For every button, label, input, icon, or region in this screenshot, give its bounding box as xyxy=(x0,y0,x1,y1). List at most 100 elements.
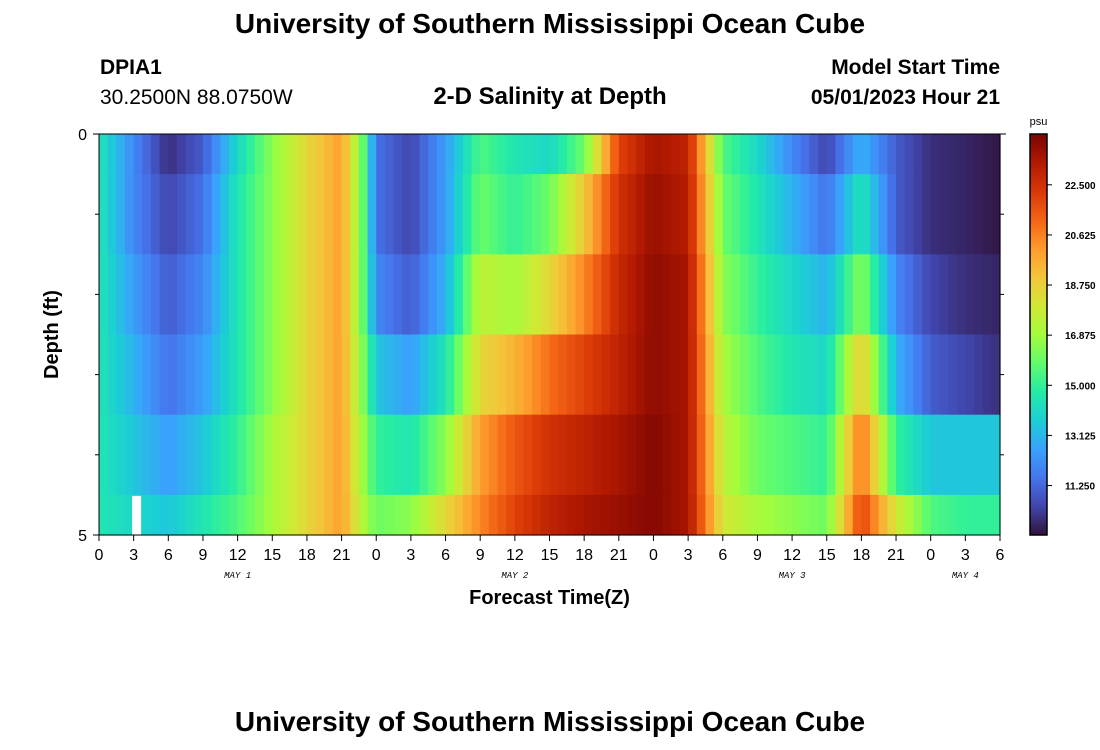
heatmap-cell xyxy=(939,174,949,255)
heatmap-cell xyxy=(549,414,559,496)
heatmap-cell xyxy=(627,414,637,496)
heatmap-cell xyxy=(679,494,689,536)
y-tick-label: 0 xyxy=(78,127,87,144)
heatmap-cell xyxy=(662,334,672,416)
heatmap-cell xyxy=(350,414,360,496)
heatmap-cell xyxy=(159,174,169,255)
heatmap-cell xyxy=(956,414,966,496)
heatmap-cell xyxy=(757,174,767,255)
heatmap-cell xyxy=(436,174,447,255)
heatmap-cell xyxy=(116,174,126,255)
heatmap-cell xyxy=(506,254,516,336)
heatmap-cell xyxy=(644,414,655,496)
heatmap-cell xyxy=(445,414,455,496)
day-label: MAY 2 xyxy=(501,571,529,581)
day-label: MAY 3 xyxy=(779,571,807,581)
colorbar-tick-label: 20.625 xyxy=(1065,231,1096,242)
heatmap-cell xyxy=(922,254,932,336)
x-tick-label: 21 xyxy=(887,547,905,564)
heatmap-cell xyxy=(341,174,351,255)
heatmap-cell xyxy=(610,494,620,536)
heatmap-cell xyxy=(575,334,585,416)
heatmap-cell xyxy=(220,414,230,496)
heatmap-cell xyxy=(974,414,984,496)
heatmap-cell xyxy=(774,494,785,536)
heatmap-cell xyxy=(306,254,317,336)
heatmap-cell xyxy=(289,414,299,496)
heatmap-cell xyxy=(861,494,871,536)
heatmap-cell xyxy=(124,174,135,255)
heatmap-cell xyxy=(168,174,178,255)
heatmap-cell xyxy=(740,134,750,175)
heatmap-cell xyxy=(176,334,187,416)
heatmap-cell xyxy=(376,134,386,175)
heatmap-cell xyxy=(428,134,438,175)
heatmap-cell xyxy=(246,254,256,336)
heatmap-cell xyxy=(974,334,984,416)
heatmap-cell xyxy=(384,494,395,536)
heatmap-cell xyxy=(930,134,940,175)
heatmap-cell xyxy=(714,494,724,536)
heatmap-cell xyxy=(991,174,1001,255)
heatmap-cell xyxy=(367,174,377,255)
heatmap-cell xyxy=(878,134,888,175)
heatmap-cell xyxy=(844,414,854,496)
heatmap-cell xyxy=(852,254,862,336)
heatmap-cell xyxy=(497,134,507,175)
heatmap-cell xyxy=(748,334,759,416)
x-tick-label: 3 xyxy=(684,547,693,564)
x-tick-label: 6 xyxy=(718,547,727,564)
heatmap-cell xyxy=(142,254,152,336)
heatmap-cell xyxy=(306,134,317,175)
heatmap-cell xyxy=(202,334,213,416)
heatmap-cell xyxy=(514,134,525,175)
heatmap-cell xyxy=(930,414,940,496)
heatmap-cell xyxy=(514,174,525,255)
heatmap-cell xyxy=(428,174,438,255)
heatmap-cell xyxy=(939,494,949,536)
heatmap-cell xyxy=(428,494,438,536)
heatmap-cell xyxy=(220,254,230,336)
heatmap-cell xyxy=(731,334,741,416)
heatmap-cell xyxy=(341,414,351,496)
heatmap-cell xyxy=(289,134,299,175)
heatmap-cell xyxy=(835,334,845,416)
heatmap-cell xyxy=(887,254,897,336)
heatmap-cell xyxy=(497,254,507,336)
heatmap-cell xyxy=(246,134,256,175)
heatmap-cell xyxy=(870,134,880,175)
heatmap-cell xyxy=(332,494,343,536)
page-title: University of Southern Mississippi Ocean… xyxy=(234,8,866,39)
heatmap-cell xyxy=(896,494,906,536)
heatmap-cell xyxy=(168,494,178,536)
heatmap-cell xyxy=(800,494,810,536)
heatmap-cell xyxy=(480,174,490,255)
heatmap-cell xyxy=(332,174,343,255)
heatmap-cell xyxy=(627,134,637,175)
heatmap-cell xyxy=(384,414,395,496)
heatmap-cell xyxy=(367,414,377,496)
heatmap-cell xyxy=(480,494,490,536)
heatmap-cell xyxy=(662,134,672,175)
heatmap-cell xyxy=(454,174,464,255)
heatmap-cell xyxy=(904,494,914,536)
heatmap-cell xyxy=(332,134,343,175)
heatmap-cell xyxy=(982,494,992,536)
heatmap-cell xyxy=(540,334,551,416)
heatmap-cell xyxy=(575,414,585,496)
heatmap-cell xyxy=(948,334,958,416)
heatmap-cell xyxy=(679,134,689,175)
x-tick-label: 3 xyxy=(406,547,415,564)
heatmap-cell xyxy=(367,134,377,175)
heatmap-cell xyxy=(670,414,681,496)
x-tick-label: 9 xyxy=(199,547,208,564)
heatmap-cell xyxy=(436,494,447,536)
heatmap-cell xyxy=(332,254,343,336)
heatmap-cell xyxy=(584,134,594,175)
heatmap-cell xyxy=(575,174,585,255)
heatmap-cell xyxy=(861,174,871,255)
heatmap-cell xyxy=(514,494,525,536)
heatmap-cell xyxy=(332,414,343,496)
heatmap-cell xyxy=(454,414,464,496)
heatmap-cell xyxy=(228,494,239,536)
